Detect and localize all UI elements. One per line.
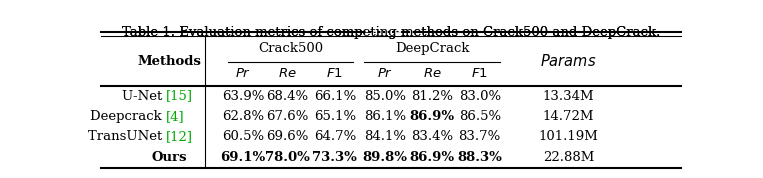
Text: DeepCrack: DeepCrack — [395, 42, 470, 55]
Text: Table 1. Evaluation metrics of competing methods on Crack500 and DeepCrack.: Table 1. Evaluation metrics of competing… — [122, 26, 660, 39]
Text: $\mathit{Re}$: $\mathit{Re}$ — [278, 67, 297, 80]
Text: 60.5%: 60.5% — [222, 130, 264, 143]
Text: 83.7%: 83.7% — [459, 130, 501, 143]
Text: 83.4%: 83.4% — [411, 130, 453, 143]
Text: Ours: Ours — [152, 151, 187, 164]
Text: 89.8%: 89.8% — [362, 151, 407, 164]
Text: 13.34M: 13.34M — [542, 90, 594, 103]
Text: $\mathit{Params}$: $\mathit{Params}$ — [540, 53, 597, 69]
Text: 86.5%: 86.5% — [459, 110, 501, 123]
Text: 14.72M: 14.72M — [542, 110, 594, 123]
Text: 22.88M: 22.88M — [542, 151, 594, 164]
Text: TransUNet: TransUNet — [88, 130, 166, 143]
Text: $\mathit{Pr}$: $\mathit{Pr}$ — [235, 67, 251, 80]
Text: 64.7%: 64.7% — [314, 130, 356, 143]
Text: Deepcrack: Deepcrack — [90, 110, 166, 123]
Text: 86.9%: 86.9% — [410, 110, 455, 123]
Text: [15]: [15] — [166, 90, 193, 103]
Text: 83.0%: 83.0% — [459, 90, 501, 103]
Text: Table 1. Evaluation metrics of competing methods on Crack500 and DeepCrack.: Table 1. Evaluation metrics of competing… — [122, 26, 660, 39]
Text: 67.6%: 67.6% — [266, 110, 309, 123]
Text: 84.1%: 84.1% — [364, 130, 406, 143]
Text: 62.8%: 62.8% — [222, 110, 264, 123]
Text: 73.3%: 73.3% — [312, 151, 357, 164]
Text: 65.1%: 65.1% — [314, 110, 356, 123]
Text: $\mathit{Pr}$: $\mathit{Pr}$ — [377, 67, 393, 80]
Text: 78.0%: 78.0% — [265, 151, 310, 164]
Text: Methods: Methods — [137, 55, 201, 68]
Text: [12]: [12] — [166, 130, 193, 143]
Text: $\mathit{F1}$: $\mathit{F1}$ — [327, 67, 343, 80]
Text: 68.4%: 68.4% — [266, 90, 308, 103]
Text: 101.19M: 101.19M — [539, 130, 598, 143]
Text: 66.1%: 66.1% — [314, 90, 356, 103]
Text: 69.1%: 69.1% — [221, 151, 266, 164]
Text: [4]: [4] — [166, 110, 185, 123]
Text: 86.9%: 86.9% — [410, 151, 455, 164]
Text: $\mathit{Re}$: $\mathit{Re}$ — [423, 67, 442, 80]
Text: Crack500: Crack500 — [258, 42, 323, 55]
Text: 81.2%: 81.2% — [411, 90, 453, 103]
Text: 88.3%: 88.3% — [457, 151, 502, 164]
Text: $\mathit{F1}$: $\mathit{F1}$ — [472, 67, 488, 80]
Text: 85.0%: 85.0% — [364, 90, 406, 103]
Text: 69.6%: 69.6% — [266, 130, 309, 143]
Text: U-Net: U-Net — [122, 90, 166, 103]
Text: Table 1.: Table 1. — [362, 26, 420, 39]
Text: 86.1%: 86.1% — [364, 110, 406, 123]
Text: 63.9%: 63.9% — [222, 90, 265, 103]
